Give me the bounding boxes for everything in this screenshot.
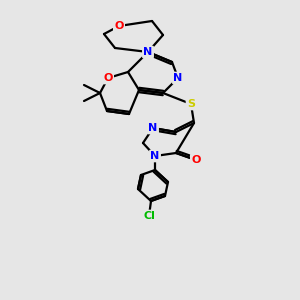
Text: N: N — [150, 151, 160, 161]
Text: S: S — [187, 99, 195, 109]
Text: Cl: Cl — [143, 211, 155, 221]
Text: O: O — [114, 21, 124, 31]
Text: O: O — [103, 73, 113, 83]
Text: N: N — [148, 123, 158, 133]
Text: O: O — [191, 155, 201, 165]
Text: N: N — [173, 73, 183, 83]
Text: N: N — [143, 47, 153, 57]
